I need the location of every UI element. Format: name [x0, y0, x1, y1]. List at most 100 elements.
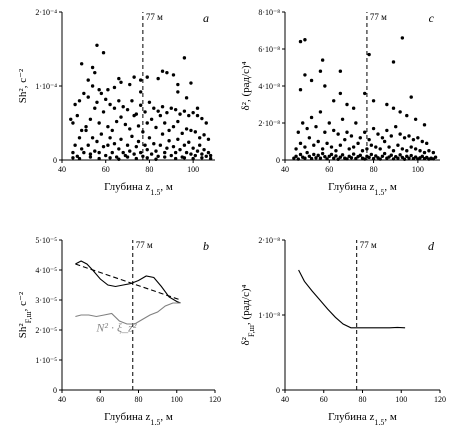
data-point	[138, 103, 143, 107]
data-point	[303, 73, 307, 77]
data-point	[165, 146, 169, 150]
data-point	[204, 121, 208, 125]
data-point	[206, 150, 211, 155]
data-point	[409, 95, 413, 99]
data-point	[176, 119, 180, 124]
data-point	[307, 136, 312, 140]
data-point	[149, 117, 154, 122]
data-point	[176, 82, 180, 87]
data-point	[363, 91, 367, 96]
data-point	[169, 106, 173, 110]
data-point	[309, 78, 314, 83]
data-point	[130, 134, 134, 139]
data-point	[396, 156, 400, 160]
x-tick-label: 80	[370, 165, 378, 174]
y-tick-label: 1·10⁻⁸	[258, 311, 280, 320]
series-line	[75, 263, 181, 301]
data-point	[184, 127, 189, 131]
y-tick-label: 2·10⁻⁸	[258, 119, 280, 128]
data-point	[147, 100, 152, 104]
data-point	[77, 99, 82, 103]
data-point	[193, 130, 198, 134]
panel-letter: a	[203, 11, 209, 25]
data-point	[422, 123, 427, 127]
data-point	[90, 65, 95, 70]
data-point	[176, 90, 180, 94]
data-point	[363, 157, 367, 161]
data-point	[176, 137, 180, 141]
y-axis-title: Sh², с⁻²	[17, 68, 29, 103]
data-point	[114, 119, 119, 124]
data-point	[108, 156, 112, 160]
data-point	[294, 154, 298, 158]
data-point	[200, 116, 204, 121]
data-point	[422, 150, 427, 155]
data-point	[112, 142, 117, 146]
data-point	[189, 81, 193, 85]
x-tick-label: 60	[102, 165, 110, 174]
data-point	[156, 154, 160, 158]
data-point	[391, 149, 396, 153]
data-point	[173, 107, 178, 112]
data-point	[325, 141, 329, 146]
data-point	[191, 110, 195, 115]
y-tick-label: 8·10⁻⁸	[258, 8, 280, 17]
x-tick-label: 60	[320, 395, 328, 404]
data-point	[345, 130, 349, 134]
panel-letter: b	[203, 239, 209, 253]
data-point	[371, 99, 376, 103]
data-point	[206, 137, 211, 141]
data-point	[409, 153, 413, 158]
data-point	[141, 154, 145, 158]
data-point	[160, 105, 165, 109]
data-point	[134, 112, 139, 116]
data-point	[93, 149, 97, 153]
x-axis-title: Глубина z1.5, м	[104, 181, 173, 197]
data-point	[97, 88, 101, 92]
data-point	[121, 150, 125, 155]
data-point	[363, 130, 367, 134]
y-tick-label: 1·10⁻⁵	[35, 356, 57, 365]
data-point	[360, 149, 365, 153]
data-point	[380, 154, 385, 158]
series-line	[75, 260, 181, 304]
data-point	[180, 131, 184, 136]
data-point	[301, 121, 305, 125]
data-point	[79, 62, 84, 66]
x-axis-title: Глубина z1.5, м	[104, 411, 173, 427]
data-point	[396, 143, 400, 147]
data-point	[154, 125, 158, 130]
data-point	[391, 157, 396, 161]
data-point	[320, 58, 325, 62]
data-point	[323, 154, 327, 159]
data-point	[82, 150, 86, 155]
data-point	[184, 150, 189, 155]
data-point	[136, 124, 141, 128]
data-point	[171, 73, 176, 77]
data-point	[145, 147, 149, 152]
data-point	[332, 156, 336, 160]
data-point	[202, 147, 206, 152]
data-point	[208, 153, 213, 158]
data-point	[351, 106, 356, 110]
series-line	[75, 302, 181, 325]
data-point	[191, 146, 195, 150]
data-point	[195, 113, 200, 118]
y-tick-label: 1·10⁻⁴	[35, 82, 57, 91]
data-point	[416, 136, 420, 140]
data-point	[154, 149, 158, 153]
data-point	[71, 156, 75, 160]
data-point	[349, 134, 354, 138]
data-point	[378, 157, 382, 161]
data-point	[204, 154, 208, 158]
y-tick-label: 4·10⁻⁸	[258, 82, 280, 91]
data-point	[298, 152, 303, 157]
data-point	[420, 154, 424, 158]
data-point	[433, 155, 438, 159]
series-line	[298, 269, 406, 329]
y-tick-label: 2·10⁻⁵	[35, 326, 57, 335]
data-point	[97, 121, 101, 125]
data-point	[340, 117, 345, 122]
data-point	[189, 152, 193, 156]
data-point	[77, 156, 82, 161]
